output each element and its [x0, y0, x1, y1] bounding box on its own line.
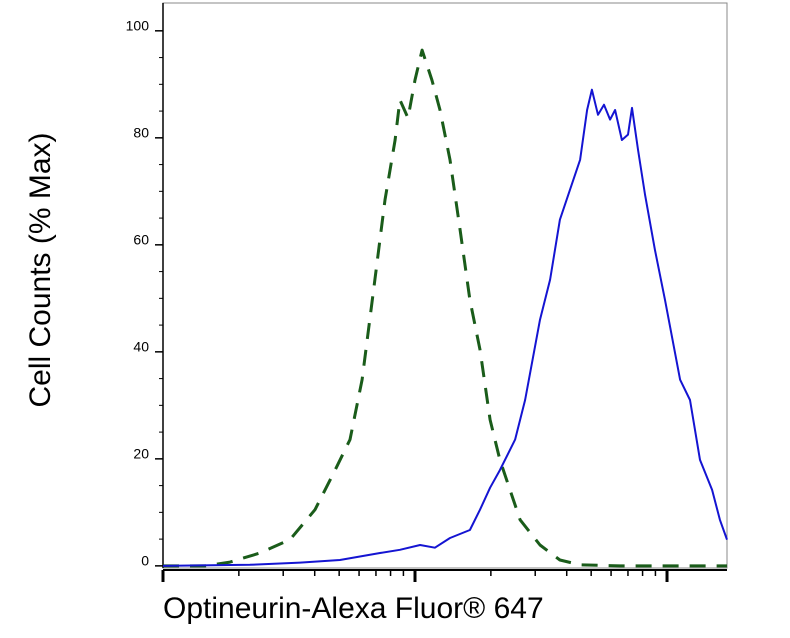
- y-tick-label: 60: [133, 232, 149, 248]
- x-axis-label: Optineurin-Alexa Fluor® 647: [163, 592, 544, 625]
- y-tick-label: 80: [133, 125, 149, 141]
- series-line: [163, 48, 727, 568]
- y-tick-label: 20: [133, 446, 149, 462]
- series-line: [162, 88, 728, 567]
- y-axis-label: Cell Counts (% Max): [24, 132, 57, 407]
- y-tick-label: 0: [141, 553, 149, 569]
- plot-frame: [162, 2, 728, 569]
- y-tick-label: 100: [126, 18, 150, 34]
- y-tick-label: 40: [133, 339, 149, 355]
